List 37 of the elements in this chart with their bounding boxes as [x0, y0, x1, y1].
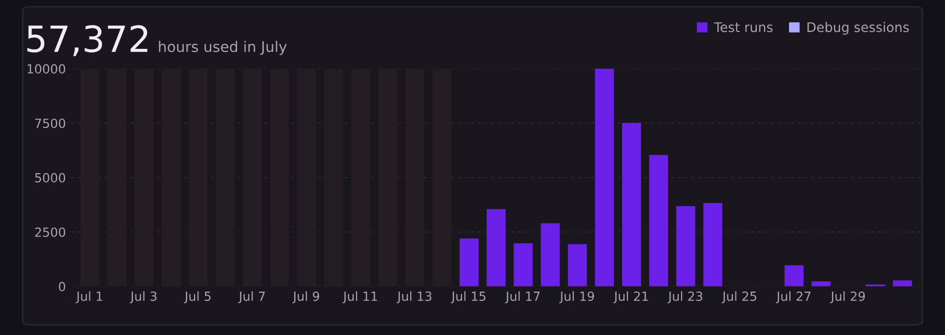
bar [812, 281, 831, 286]
x-tick-label: Jul 1 [76, 291, 102, 304]
chart-subtitle: hours used in July [159, 40, 287, 55]
x-tick-label: Jul 9 [292, 291, 320, 304]
bar [514, 243, 533, 286]
x-tick-label: Jul 25 [722, 291, 756, 304]
x-tick-label: Jul 23 [668, 291, 702, 304]
legend-label: Test runs [714, 22, 773, 32]
bar [486, 209, 506, 286]
x-tick-label: Jul 19 [559, 291, 594, 304]
x-tick-label: Jul 27 [776, 291, 810, 304]
x-tick-label: Jul 15 [450, 291, 486, 304]
chart-title: 57,372 [27, 25, 148, 56]
x-tick-label: Jul 5 [184, 291, 211, 304]
y-tick-label: 5000 [35, 173, 66, 182]
bar [676, 206, 696, 286]
bar [540, 223, 560, 286]
bar [649, 154, 668, 286]
bar [784, 265, 804, 286]
x-tick-label: Jul 7 [238, 291, 265, 304]
x-tick-label: Jul 11 [342, 291, 378, 304]
bar [622, 122, 642, 286]
legend-label: Debug sessions [807, 22, 909, 35]
x-tick-label: Jul 13 [396, 291, 432, 304]
y-tick-label: 7500 [35, 118, 66, 128]
bar [892, 280, 912, 286]
x-tick-label: Jul 17 [505, 291, 540, 304]
bar [594, 68, 614, 286]
bar [460, 238, 479, 286]
y-tick-label: 10000 [28, 64, 66, 74]
x-tick-label: Jul 21 [613, 291, 648, 304]
y-tick-label: 2500 [35, 227, 66, 237]
bar [703, 203, 722, 286]
bar [568, 244, 587, 286]
x-tick-label: Jul 29 [830, 291, 865, 304]
x-tick-label: Jul 3 [130, 291, 157, 304]
y-tick-label: 0 [58, 282, 66, 292]
